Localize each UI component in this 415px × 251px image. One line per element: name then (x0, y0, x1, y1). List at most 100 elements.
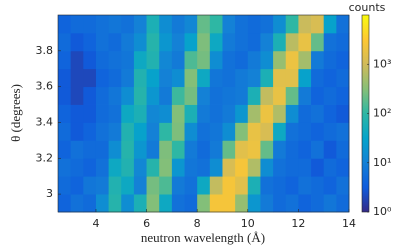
heatmap-cell (323, 68, 337, 88)
heatmap-cell (146, 122, 160, 141)
heatmap-cell (285, 86, 299, 105)
heatmap-cell (108, 104, 122, 123)
heatmap-cell (146, 176, 160, 195)
heatmap-cell (95, 50, 110, 70)
heatmap-cell (171, 86, 185, 105)
heatmap-cell (209, 122, 223, 141)
heatmap-cell (171, 50, 185, 70)
heatmap-cell (247, 158, 261, 177)
heatmap-cell (108, 68, 122, 88)
heatmap-cell (133, 32, 147, 52)
heatmap-cell (235, 50, 249, 70)
heatmap-cell (311, 50, 325, 70)
heatmap-cell (159, 104, 173, 123)
heatmap-cell (285, 176, 299, 195)
heatmap-cell (121, 140, 135, 159)
heatmap-cell (311, 104, 325, 123)
heatmap-cell (336, 50, 350, 70)
heatmap-cell (108, 194, 122, 213)
heatmap-cell (222, 104, 236, 123)
heatmap-cell (83, 104, 97, 123)
heatmap-cell (260, 158, 274, 177)
heatmap-cell (336, 140, 350, 159)
colorbar-label: counts (349, 1, 386, 14)
heatmap-cell (209, 104, 223, 123)
heatmap-cell (121, 32, 135, 52)
heatmap-cell (171, 32, 185, 52)
heatmap-cell (222, 15, 236, 34)
heatmap-cell (58, 15, 72, 34)
heatmap-cell (197, 68, 211, 88)
heatmap-cell (197, 50, 211, 70)
heatmap-cell (298, 15, 312, 34)
heatmap-cell (108, 32, 122, 52)
heatmap-cell (209, 32, 223, 52)
heatmap-cell (222, 86, 236, 105)
heatmap-cell (311, 194, 325, 213)
heatmap-cell (285, 158, 299, 177)
heatmap-cell (273, 194, 287, 213)
heatmap-cell (209, 158, 223, 177)
heatmap-cell (298, 32, 312, 52)
heatmap-cell (222, 122, 236, 141)
heatmap-cell (83, 122, 97, 141)
heatmap-cell (121, 122, 135, 141)
heatmap-cell (247, 194, 261, 213)
heatmap-cell (108, 176, 122, 195)
heatmap-cell (95, 104, 110, 123)
y-tick-label: 3 (46, 187, 53, 200)
heatmap-cell (260, 122, 274, 141)
heatmap-cell (146, 32, 160, 52)
heatmap-cell (273, 86, 287, 105)
heatmap-cell (323, 15, 337, 34)
heatmap-cell (298, 104, 312, 123)
heatmap-cell (311, 140, 325, 159)
heatmap-cell (247, 104, 261, 123)
heatmap-cell (273, 122, 287, 141)
heatmap-cell (260, 50, 274, 70)
heatmap-cell (209, 50, 223, 70)
heatmap-cell (197, 86, 211, 105)
heatmap-cell (235, 15, 249, 34)
heatmap-cell (323, 122, 337, 141)
heatmap-cell (247, 122, 261, 141)
heatmap-cell (336, 158, 350, 177)
heatmap-cell (133, 122, 147, 141)
heatmap-cell (146, 194, 160, 213)
heatmap-cell (222, 140, 236, 159)
heatmap-cell (83, 32, 97, 52)
heatmap-cell (209, 194, 223, 213)
x-tick-label: 8 (194, 217, 201, 230)
heatmap-cell (184, 15, 198, 34)
heatmap-cell (197, 104, 211, 123)
heatmap-cell (95, 140, 110, 159)
heatmap-cell (222, 32, 236, 52)
heatmap-cell (209, 68, 223, 88)
heatmap-cell (247, 86, 261, 105)
heatmap-cell (197, 194, 211, 213)
heatmap-cell (273, 32, 287, 52)
heatmap-cell (323, 158, 337, 177)
heatmap-cell (260, 194, 274, 213)
heatmap-cell (95, 15, 110, 34)
heatmap-cell (323, 50, 337, 70)
heatmap-cell (121, 86, 135, 105)
heatmap-cell (70, 176, 84, 195)
heatmap-cell (197, 158, 211, 177)
colorbar-tick-label: 10³ (373, 57, 391, 70)
heatmap-cell (273, 176, 287, 195)
heatmap-cell (83, 194, 97, 213)
heatmap-cell (323, 86, 337, 105)
heatmap-cell (311, 176, 325, 195)
x-axis-label: neutron wavelength (Å) (141, 230, 265, 245)
heatmap-cell (171, 104, 185, 123)
x-tick-label: 12 (291, 217, 305, 230)
heatmap-cell (58, 194, 72, 213)
heatmap-cell (70, 140, 84, 159)
heatmap-cell (159, 50, 173, 70)
heatmap-cell (171, 194, 185, 213)
heatmap-cell (146, 68, 160, 88)
heatmap-cell (222, 50, 236, 70)
heatmap-cell (323, 32, 337, 52)
